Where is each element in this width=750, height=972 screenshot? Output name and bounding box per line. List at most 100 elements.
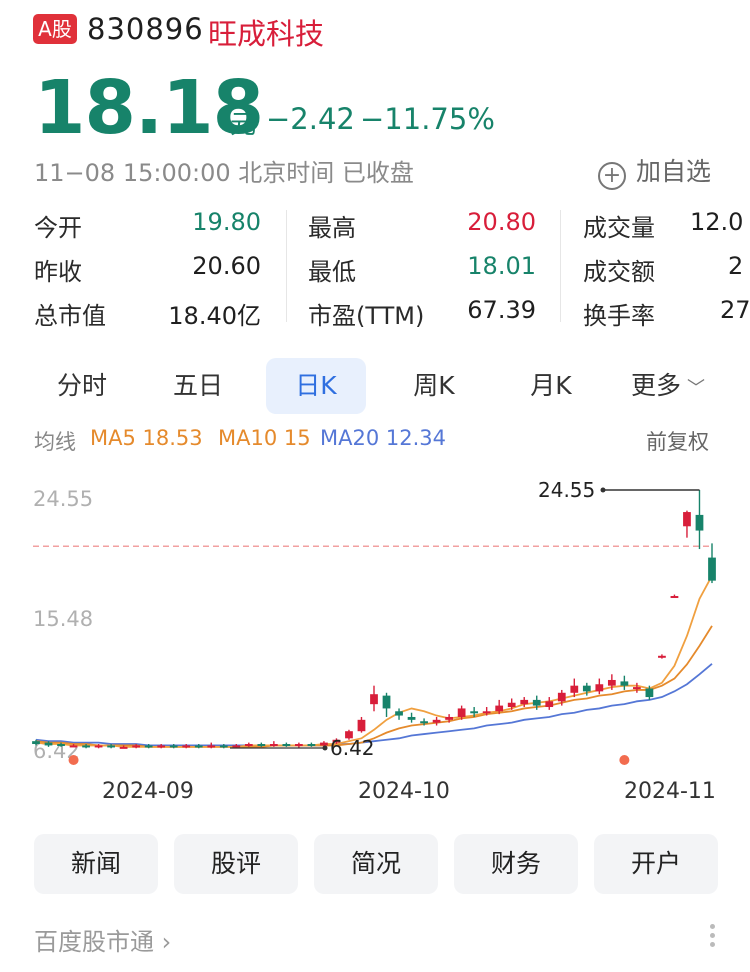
tab-five-day[interactable]: 五日 bbox=[172, 371, 223, 400]
stat-value-pe: 67.39 bbox=[467, 296, 536, 324]
high-annotation-label: 24.55 bbox=[538, 478, 595, 502]
candle-body bbox=[582, 685, 591, 692]
candle-body bbox=[570, 685, 579, 693]
financials-button[interactable]: 财务 bbox=[454, 834, 578, 894]
current-price: 18.18 bbox=[34, 65, 264, 151]
stat-value-turnover: 2 bbox=[728, 252, 744, 280]
open-account-button[interactable]: 开户 bbox=[594, 834, 718, 894]
tab-intraday[interactable]: 分时 bbox=[56, 371, 107, 400]
candle-body bbox=[457, 708, 466, 717]
stat-label-pe: 市盈(TTM) bbox=[308, 302, 425, 330]
candle-body bbox=[320, 742, 328, 746]
candle-body bbox=[232, 745, 241, 748]
stat-value-low: 18.01 bbox=[467, 252, 536, 280]
tab-more[interactable]: 更多 ﹀ bbox=[616, 358, 720, 414]
candle-body bbox=[607, 679, 616, 686]
candle-body bbox=[257, 744, 266, 747]
stat-value-high: 20.80 bbox=[467, 208, 536, 236]
candle-body bbox=[683, 512, 691, 527]
candle-body bbox=[244, 744, 253, 747]
high-annotation-dot bbox=[600, 487, 606, 493]
stat-value-volume: 12.0 bbox=[690, 208, 744, 236]
stat-label-low: 最低 bbox=[308, 258, 356, 286]
candle-body bbox=[620, 681, 629, 686]
candle-body bbox=[207, 745, 216, 748]
ma5-line bbox=[35, 575, 713, 748]
candle-body bbox=[495, 705, 504, 712]
candle-body bbox=[708, 557, 716, 581]
stock-code: 830896 bbox=[87, 12, 204, 46]
candle-body bbox=[94, 745, 103, 748]
add-watchlist-label: 加自选 bbox=[636, 157, 712, 186]
candle-body bbox=[345, 731, 353, 739]
candle-body bbox=[44, 742, 53, 746]
candle-body bbox=[132, 745, 141, 748]
low-annotation-label: 6.42 bbox=[330, 736, 375, 760]
candle-body bbox=[482, 711, 491, 714]
candle-body bbox=[557, 692, 566, 702]
low-annotation-dot bbox=[322, 745, 328, 751]
candle-body bbox=[670, 596, 679, 599]
y-tick-label: 15.48 bbox=[33, 607, 93, 631]
stat-label-prev-close: 昨收 bbox=[34, 258, 82, 286]
more-options-icon[interactable] bbox=[710, 924, 718, 951]
stat-label-market-cap: 总市值 bbox=[34, 302, 106, 330]
price-change: −2.42 bbox=[266, 102, 355, 136]
candle-body bbox=[382, 695, 391, 709]
stat-value-market-cap: 18.40亿 bbox=[168, 302, 261, 330]
candle-body bbox=[282, 744, 291, 747]
y-tick-label: 24.55 bbox=[33, 487, 93, 511]
candle-body bbox=[82, 745, 90, 748]
candle-body bbox=[370, 694, 378, 705]
candle-body bbox=[645, 688, 654, 698]
tab-monthly-k[interactable]: 月K bbox=[530, 371, 572, 400]
stat-value-prev-close: 20.60 bbox=[192, 252, 261, 280]
candle-body bbox=[420, 721, 428, 724]
candle-body bbox=[182, 745, 191, 748]
stat-label-high: 最高 bbox=[308, 214, 356, 242]
candle-body bbox=[595, 684, 604, 692]
chevron-down-icon: ﹀ bbox=[687, 378, 705, 399]
stock-name: 旺成科技 bbox=[208, 17, 325, 51]
candle-body bbox=[69, 745, 78, 748]
reviews-button[interactable]: 股评 bbox=[174, 834, 298, 894]
candle-body bbox=[470, 711, 479, 714]
profile-button[interactable]: 简况 bbox=[314, 834, 438, 894]
event-marker bbox=[619, 755, 630, 765]
candle-body bbox=[432, 719, 441, 723]
candle-body bbox=[194, 745, 203, 748]
candle-body bbox=[307, 744, 316, 747]
candle-body bbox=[32, 741, 40, 745]
stat-label-open: 今开 bbox=[34, 214, 82, 242]
ma20-legend: MA20 12.34 bbox=[320, 426, 446, 450]
candle-body bbox=[520, 699, 529, 705]
candle-body bbox=[695, 514, 704, 531]
tab-weekly-k[interactable]: 周K bbox=[413, 371, 455, 400]
candle-body bbox=[119, 746, 128, 749]
event-marker bbox=[68, 755, 79, 765]
candle-body bbox=[407, 716, 416, 720]
ma-label: 均线 bbox=[34, 430, 76, 454]
ma10-legend: MA10 15 bbox=[218, 426, 311, 450]
adjust-toggle[interactable]: 前复权 bbox=[646, 430, 709, 454]
candle-body bbox=[545, 701, 554, 708]
candle-body bbox=[633, 687, 641, 690]
candle-body bbox=[169, 745, 178, 748]
candle-body bbox=[658, 655, 666, 658]
x-tick-label: 2024-09 bbox=[102, 779, 194, 804]
news-button[interactable]: 新闻 bbox=[34, 834, 158, 894]
tab-daily-k[interactable]: 日K bbox=[266, 358, 366, 414]
stat-label-turnover-rate: 换手率 bbox=[583, 302, 655, 330]
candle-body bbox=[445, 716, 453, 720]
market-status: 11−08 15:00:00 北京时间 已收盘 bbox=[34, 159, 414, 187]
add-watchlist-button[interactable]: + 加自选 bbox=[598, 152, 711, 190]
source-link[interactable]: 百度股市通 › bbox=[34, 928, 172, 956]
candle-body bbox=[219, 745, 228, 748]
candle-body bbox=[507, 702, 516, 708]
candle-body bbox=[395, 711, 403, 716]
stat-divider bbox=[560, 210, 561, 322]
tab-more-label: 更多 bbox=[630, 371, 681, 400]
candle-body bbox=[107, 745, 115, 748]
candle-body bbox=[295, 744, 303, 747]
